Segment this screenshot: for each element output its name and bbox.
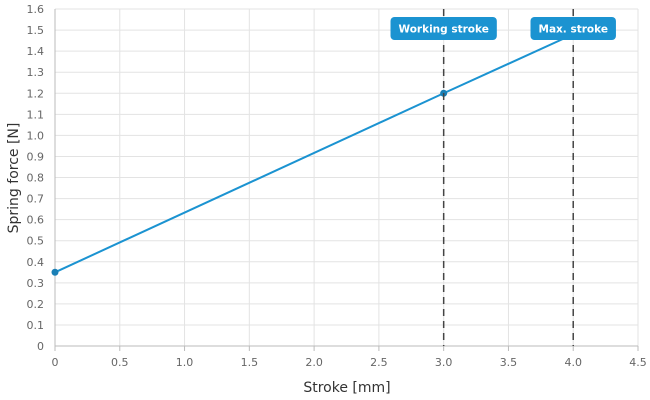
x-tick-label: 0: [52, 356, 59, 369]
marker-label-text: Working stroke: [399, 24, 489, 36]
x-tick-label: 1.0: [176, 356, 194, 369]
y-tick-label: 0.8: [27, 172, 45, 185]
marker-label: Max. stroke: [530, 17, 616, 40]
y-tick-label: 1.4: [27, 45, 45, 58]
y-tick-label: 1.3: [27, 66, 45, 79]
y-tick-label: 1.0: [27, 129, 45, 142]
x-tick-label: 2.0: [305, 356, 323, 369]
y-tick-label: 0: [37, 340, 44, 353]
y-tick-label: 0.1: [27, 319, 45, 332]
x-tick-labels: 0 0.5 1.0 1.5 2.0 2.5 3.0 3.5 4.0 4.5: [52, 356, 647, 369]
y-tick-label: 0.9: [27, 150, 45, 163]
x-tick-label: 3.5: [500, 356, 518, 369]
x-axis-title: Stroke [mm]: [303, 380, 390, 396]
y-tick-label: 0.3: [27, 277, 45, 290]
x-tick-label: 3.0: [435, 356, 453, 369]
y-tick-label: 1.6: [27, 3, 45, 16]
x-tick-label: 4.0: [564, 356, 582, 369]
axes: [54, 9, 639, 351]
x-tick-label: 2.5: [370, 356, 388, 369]
y-tick-label: 1.5: [27, 24, 45, 37]
x-tick-label: 0.5: [111, 356, 129, 369]
y-tick-label: 1.2: [27, 87, 45, 100]
y-tick-label: 0.2: [27, 298, 45, 311]
x-tick-label: 1.5: [241, 356, 259, 369]
y-tick-labels: 0 0.1 0.2 0.3 0.4 0.5 0.6 0.7 0.8 0.9 1.0 1.1 1.2 1.3…: [27, 3, 45, 353]
data-point: [51, 268, 59, 276]
x-tick-label: 4.5: [629, 356, 647, 369]
y-tick-label: 0.5: [27, 235, 45, 248]
y-tick-label: 1.1: [27, 108, 45, 121]
vertical-markers: Working stroke Max. stroke: [390, 9, 616, 346]
grid: [54, 8, 639, 347]
marker-label-text: Max. stroke: [539, 24, 608, 36]
marker-label: Working stroke: [390, 17, 497, 40]
marker-label-box: [530, 17, 616, 40]
y-tick-label: 0.7: [27, 193, 45, 206]
y-tick-label: 0.4: [27, 256, 45, 269]
y-axis-title: Spring force [N]: [6, 123, 22, 234]
y-tick-label: 0.6: [27, 214, 45, 227]
marker-label-box: [390, 17, 497, 40]
series: [51, 33, 574, 276]
